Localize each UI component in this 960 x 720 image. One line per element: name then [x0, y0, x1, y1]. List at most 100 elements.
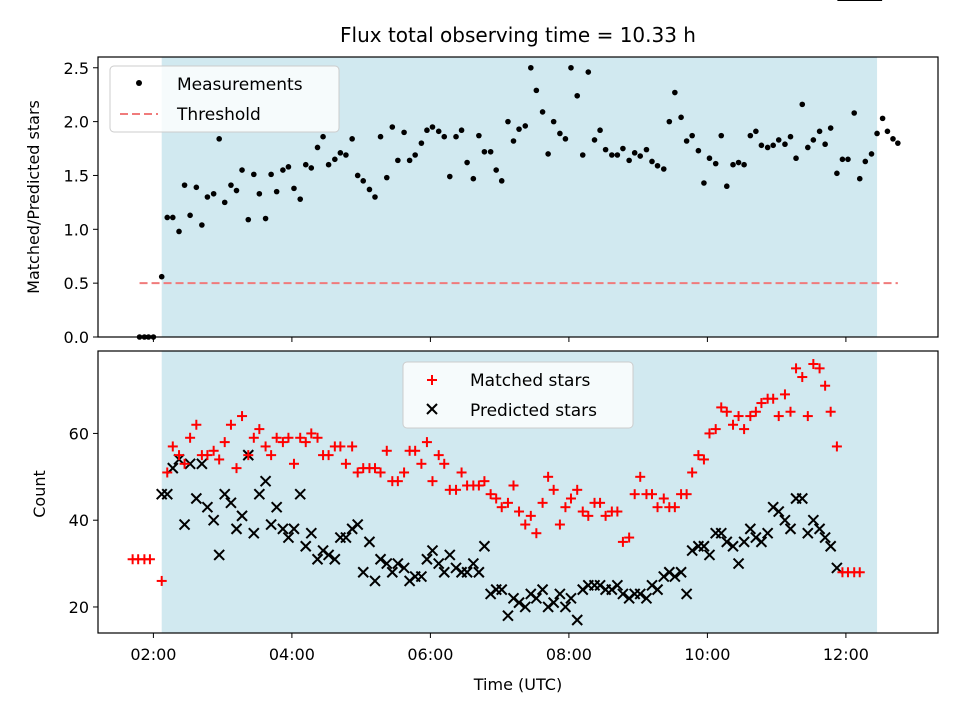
measurement-point — [654, 162, 661, 169]
matched-point — [392, 476, 403, 487]
measurement-point — [868, 151, 875, 157]
measurement-point — [199, 222, 205, 228]
measurement-point — [568, 64, 574, 71]
measurement-point — [343, 152, 349, 158]
matched-point — [831, 441, 842, 452]
matched-point — [277, 437, 288, 448]
predicted-point — [230, 523, 243, 535]
matched-point — [410, 445, 421, 456]
predicted-point — [755, 536, 768, 548]
predicted-point — [398, 562, 410, 574]
measurement-point — [533, 87, 540, 94]
matched-point — [433, 450, 444, 461]
measurement-point — [349, 136, 355, 142]
measurement-point — [164, 214, 171, 221]
measurement-point — [239, 167, 245, 173]
matched-point — [617, 536, 628, 547]
predicted-point — [386, 566, 399, 578]
measurement-point — [834, 170, 840, 177]
matched-point — [531, 528, 542, 539]
predicted-point — [236, 510, 248, 522]
predicted-point — [357, 566, 369, 578]
measurement-point — [649, 158, 655, 165]
matched-point — [716, 402, 727, 413]
measurement-point — [320, 133, 326, 140]
matched-point — [288, 458, 299, 469]
matched-point — [629, 489, 640, 500]
matched-point — [704, 428, 715, 439]
matched-point — [537, 497, 548, 508]
predicted-point — [288, 523, 300, 535]
measurement-point — [401, 129, 407, 136]
predicted-point — [167, 462, 179, 474]
measurement-point — [539, 109, 546, 115]
measurement-point — [458, 127, 465, 134]
predicted-point — [536, 583, 549, 596]
measurement-point — [799, 101, 806, 108]
matched-point — [508, 480, 519, 491]
measurement-point — [314, 144, 321, 151]
legend-predicted-marker — [426, 403, 438, 415]
chart-title: Flux total observing time = 10.33 h — [340, 23, 696, 47]
matched-point — [802, 411, 813, 422]
predicted-point — [744, 523, 757, 535]
matched-point — [237, 411, 248, 422]
matched-point — [693, 450, 704, 461]
matched-point — [312, 432, 323, 443]
measurement-point — [602, 146, 609, 153]
y-tick-label: 1.0 — [64, 220, 89, 239]
measurement-point — [851, 110, 858, 116]
predicted-point — [300, 540, 312, 552]
predicted-point — [640, 592, 653, 604]
measurement-point — [631, 150, 638, 156]
predicted-point — [444, 549, 456, 561]
matched-point — [306, 428, 317, 439]
measurement-point — [626, 157, 632, 164]
measurement-point — [245, 216, 252, 223]
matched-point — [214, 454, 225, 465]
measurement-point — [498, 178, 505, 184]
y-tick-label: 1.5 — [64, 166, 89, 185]
measurement-point — [643, 146, 650, 153]
measurement-point — [187, 212, 193, 219]
measurement-point — [169, 214, 176, 221]
measurement-point — [297, 196, 304, 202]
measurement-point — [672, 89, 678, 96]
measurement-point — [874, 130, 880, 137]
top-y-axis-label: Matched/Predicted stars — [24, 100, 43, 294]
measurement-point — [895, 140, 901, 146]
predicted-point — [530, 592, 543, 604]
measurement-point — [193, 184, 200, 191]
measurement-point — [597, 127, 603, 134]
matched-point — [208, 445, 219, 456]
matched-point — [710, 424, 721, 435]
measurement-point — [890, 136, 896, 142]
top-legend: Measurements Threshold — [109, 65, 340, 133]
measurement-point — [273, 188, 280, 195]
measurement-point — [233, 187, 240, 194]
matched-point — [479, 476, 490, 487]
measurement-point — [678, 114, 684, 121]
predicted-point — [502, 609, 514, 622]
matched-point — [347, 441, 358, 452]
measurement-point — [856, 175, 863, 182]
matched-point — [243, 450, 254, 461]
predicted-point — [634, 588, 646, 600]
measurement-point — [609, 152, 615, 158]
legend-matched-label: Matched stars — [470, 371, 590, 391]
legend-matched-marker — [427, 375, 437, 385]
measurement-point — [510, 138, 517, 144]
measurement-point — [660, 166, 667, 172]
matched-point — [600, 510, 611, 521]
predicted-point — [265, 518, 277, 531]
measurement-point — [383, 174, 390, 181]
matched-point — [300, 437, 311, 448]
matched-point — [624, 532, 635, 543]
matched-point — [797, 372, 808, 383]
predicted-point — [496, 583, 508, 596]
measurement-point — [221, 199, 228, 206]
measurement-point — [793, 155, 799, 162]
matched-point — [681, 489, 692, 500]
matched-point — [520, 519, 531, 530]
predicted-point — [813, 523, 826, 535]
